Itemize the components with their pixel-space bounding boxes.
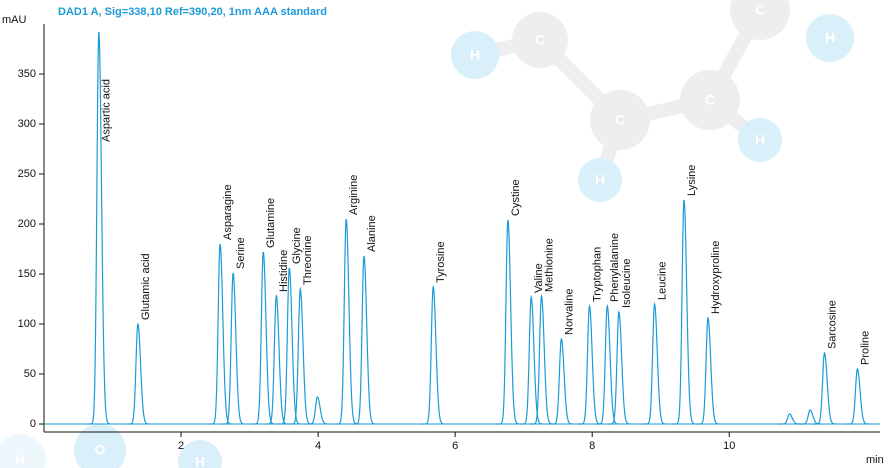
peak	[595, 304, 619, 425]
y-tick-label: 350	[18, 68, 36, 80]
atom	[0, 434, 46, 468]
peak	[264, 293, 288, 425]
peak	[334, 218, 358, 425]
peak-label: Tryptophan	[591, 247, 603, 302]
peak-label: Serine	[235, 237, 247, 269]
peak-label: Glycine	[291, 227, 303, 264]
peak	[208, 243, 232, 425]
peak-label: Arginine	[348, 175, 360, 215]
peak-label: Glutamine	[265, 198, 277, 248]
peak	[549, 337, 573, 425]
peak-label: Glutamic acid	[140, 253, 152, 320]
y-tick-label: 300	[18, 118, 36, 130]
atom	[806, 14, 854, 62]
peak	[126, 322, 150, 425]
x-axis-label: min	[866, 454, 884, 466]
peak	[288, 286, 312, 425]
peak	[221, 272, 245, 425]
peak-label: Leucine	[656, 261, 668, 300]
atom	[680, 70, 740, 130]
peak	[87, 31, 111, 425]
y-tick-label: 200	[18, 218, 36, 230]
atom-label: H	[470, 47, 480, 63]
peak	[251, 251, 275, 425]
y-tick-label: 100	[18, 318, 36, 330]
atom	[178, 440, 222, 468]
peak-label: Aspartic acid	[101, 79, 113, 142]
atom-label: H	[195, 454, 205, 468]
atom	[512, 12, 568, 68]
atom-label: C	[535, 32, 545, 48]
peak-label: Methionine	[543, 238, 555, 292]
peak-label: Lysine	[686, 165, 698, 196]
peak-label: Norvaline	[563, 289, 575, 335]
peak-label: Alanine	[366, 215, 378, 252]
atom-label: C	[615, 112, 625, 128]
peak	[519, 294, 543, 425]
peak	[352, 255, 376, 425]
peak	[305, 396, 329, 425]
peak-label: Histidine	[278, 250, 290, 292]
peak-label: Threonine	[302, 235, 314, 285]
peak	[672, 199, 696, 425]
peak	[778, 413, 802, 425]
peak	[607, 310, 631, 425]
atom-label: H	[755, 132, 765, 148]
x-tick-label: 2	[178, 440, 184, 452]
peak	[696, 316, 720, 425]
peak	[496, 219, 520, 425]
peak	[798, 409, 822, 425]
peak-label: Cystine	[510, 179, 522, 216]
x-tick-label: 10	[723, 440, 735, 452]
peak	[812, 351, 837, 425]
x-tick-label: 4	[315, 440, 321, 452]
y-tick-label: 250	[18, 168, 36, 180]
background-molecule: H C C C C H H H H O H	[0, 0, 854, 468]
atom	[578, 158, 622, 202]
y-tick-label: 50	[24, 368, 36, 380]
chart-title: DAD1 A, Sig=338,10 Ref=390,20, 1nm AAA s…	[58, 6, 327, 18]
atom-label: C	[705, 92, 715, 108]
atom	[74, 424, 126, 468]
atom-label: H	[595, 172, 605, 188]
peak-label: Asparagine	[222, 184, 234, 240]
peak	[845, 367, 869, 425]
peak	[421, 284, 445, 425]
x-tick-label: 6	[452, 440, 458, 452]
atom	[730, 0, 790, 40]
peak-label: Phenylalanine	[609, 233, 621, 302]
peak-label: Tyrosine	[435, 241, 447, 283]
peak-label: Hydroxyproline	[710, 241, 722, 314]
peak	[529, 293, 554, 425]
atom-label: C	[755, 2, 765, 18]
peak	[277, 267, 301, 425]
peak-label: Isoleucine	[621, 258, 633, 308]
x-tick-label: 8	[589, 440, 595, 452]
peak-label: Proline	[859, 331, 871, 365]
atom	[590, 90, 650, 150]
atom	[738, 118, 782, 162]
y-tick-label: 0	[30, 418, 36, 430]
atom	[451, 31, 499, 79]
peak	[643, 301, 667, 425]
peak-label: Sarcosine	[826, 300, 838, 349]
peak-label: Valine	[533, 263, 545, 293]
peak	[577, 303, 601, 425]
y-tick-label: 150	[18, 268, 36, 280]
y-axis-label: mAU	[2, 14, 27, 26]
atom-label: H	[825, 30, 835, 46]
atom-label: H	[15, 452, 25, 468]
atom-label: O	[95, 442, 106, 458]
